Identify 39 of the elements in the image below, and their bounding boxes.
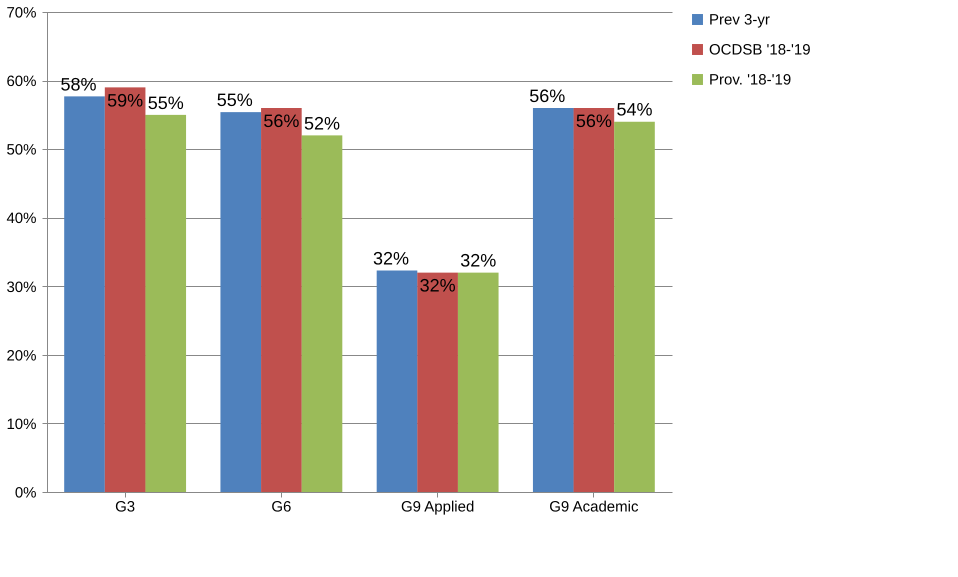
y-tick-label: 10%: [6, 416, 36, 433]
bar: [220, 112, 262, 492]
data-label: 56%: [576, 111, 612, 131]
data-label: 56%: [263, 111, 300, 131]
bar: [261, 108, 302, 492]
y-tick-label: 70%: [6, 4, 36, 22]
legend-label: Prov. '18-'19: [709, 72, 792, 88]
data-label: 54%: [616, 100, 653, 120]
data-label: 52%: [304, 113, 340, 134]
data-label: 58%: [60, 74, 97, 94]
x-tick-label: G3: [115, 498, 136, 516]
x-tick-label: G6: [271, 498, 292, 516]
bar: [614, 122, 655, 492]
bar: [376, 270, 418, 492]
legend-label: Prev 3-yr: [709, 12, 770, 28]
data-label: 32%: [372, 248, 410, 269]
legend-label: OCDSB '18-'19: [709, 42, 811, 58]
bar: [64, 96, 105, 492]
x-tick-label: G9 Applied: [400, 498, 474, 516]
y-tick-label: 30%: [6, 278, 36, 296]
data-label: 56%: [529, 86, 566, 106]
y-tick-label: 20%: [6, 347, 36, 364]
bar: [104, 87, 146, 492]
data-label: 32%: [460, 250, 496, 271]
bar: [417, 272, 458, 492]
y-tick-label: 50%: [6, 142, 36, 159]
data-label: 55%: [216, 90, 253, 110]
bar: [532, 108, 574, 492]
bar: [145, 114, 186, 492]
bar: [302, 135, 342, 492]
data-label: 59%: [107, 90, 144, 110]
y-tick-label: 60%: [6, 73, 36, 90]
bar: [574, 108, 614, 492]
data-label: 55%: [148, 92, 184, 113]
x-tick-label: G9 Academic: [549, 498, 639, 516]
bar: [458, 272, 499, 492]
y-tick-label: 0%: [14, 484, 36, 502]
data-label: 32%: [420, 276, 456, 296]
y-tick-label: 40%: [6, 210, 36, 228]
